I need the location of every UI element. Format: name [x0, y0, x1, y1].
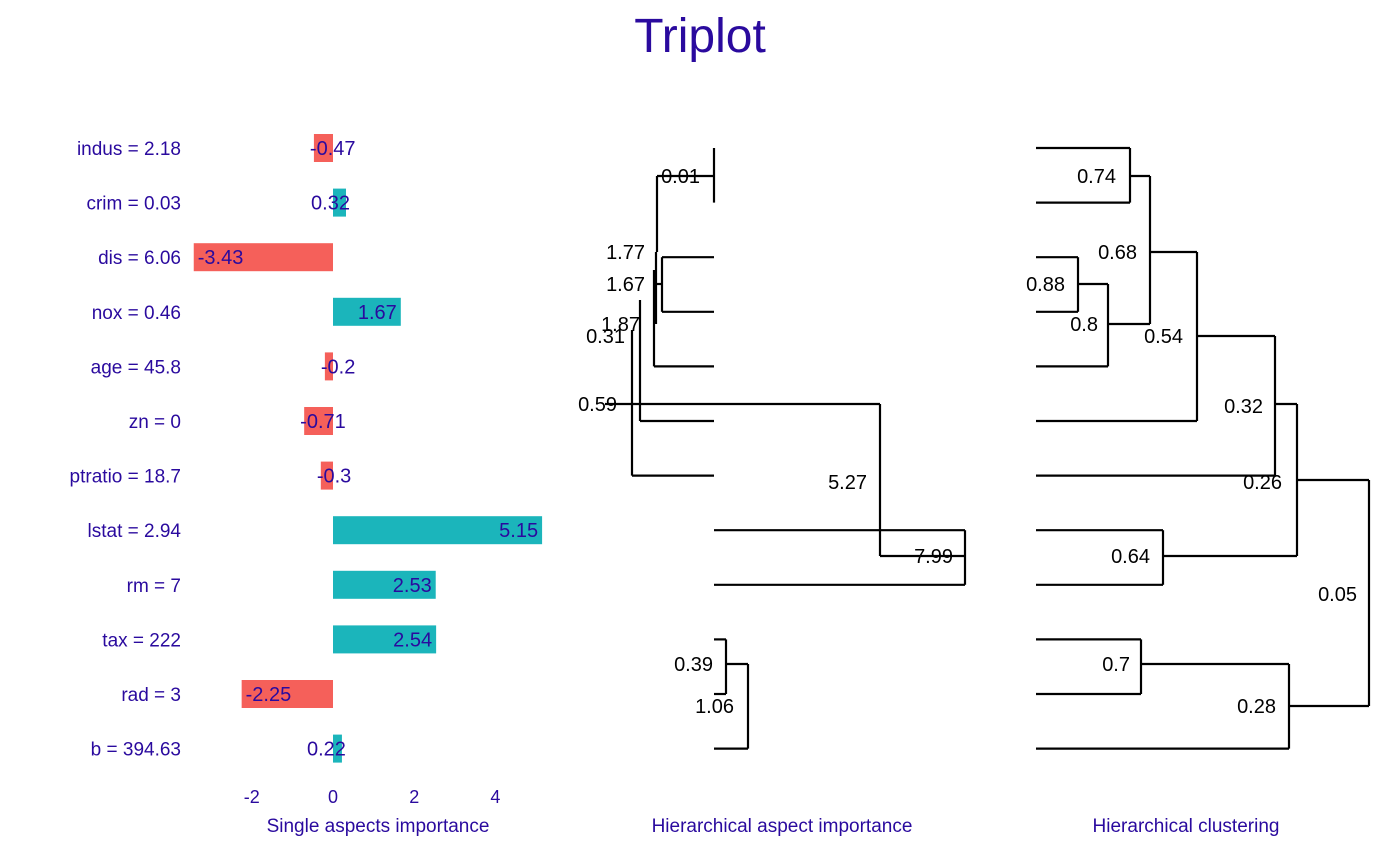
bar-value-label: 0.32 [311, 193, 350, 215]
merge-height-label: 0.88 [1026, 274, 1065, 296]
x-tick-label: 0 [328, 787, 338, 807]
bar [333, 297, 401, 326]
category-label: age = 45.8 [91, 357, 181, 378]
category-label: rm = 7 [127, 576, 181, 597]
bar-value-label: -2.25 [246, 684, 292, 706]
bar-value-label: 5.15 [499, 520, 538, 542]
bar-value-label: 2.54 [393, 629, 432, 651]
hierarchical-aspect-panel: 0.01 1.77 1.67 1.870.31 0.59 5.27 7.99 0.39 1.06… [578, 120, 970, 837]
single-aspects-panel: indus = 2.18 -0.47 crim = 0.03 0.32 dis = 6.… [70, 134, 543, 837]
merge-height-label: 0.01 [661, 166, 700, 188]
bar [333, 734, 342, 763]
category-label: indus = 2.18 [77, 139, 181, 160]
x-axis-title: Hierarchical aspect importance [652, 816, 913, 837]
category-label: b = 394.63 [91, 740, 181, 761]
merge-height-label: 1.77 [606, 242, 645, 264]
merge-height-label: 0.26 [1243, 472, 1282, 494]
category-label: tax = 222 [102, 630, 181, 651]
chart-title: Triplot [634, 10, 766, 63]
bar [333, 570, 436, 599]
category-label: nox = 0.46 [92, 303, 181, 324]
bar-value-label: -3.43 [198, 247, 244, 269]
bar [193, 243, 333, 272]
bar [324, 352, 333, 381]
merge-height-label: 0.31 [586, 326, 625, 348]
merge-height-label: 0.54 [1144, 326, 1183, 348]
merge-height-label: 1.06 [695, 696, 734, 718]
merge-height-label: 0.05 [1318, 584, 1357, 606]
merge-height-label: 1.87 [601, 314, 640, 336]
bar [333, 516, 543, 545]
bar-value-label: 0.22 [307, 739, 346, 761]
merge-height-label: 0.74 [1077, 166, 1116, 188]
x-tick-label: 2 [409, 787, 419, 807]
hierarchical-clustering-panel: 0.74 0.880.8 0.68 0.54 0.32 0.64 0.26 0.7 0.28 0.… [1026, 146, 1371, 837]
category-label: crim = 0.03 [86, 194, 181, 215]
plot-area [595, 120, 970, 800]
merge-height-label: 0.8 [1070, 314, 1098, 336]
merge-height-label: 1.67 [606, 274, 645, 296]
bar-value-label: 1.67 [358, 302, 397, 324]
bar-value-label: -0.71 [300, 411, 346, 433]
x-tick-label: -2 [244, 787, 260, 807]
bar [333, 188, 346, 217]
bar-value-label: 2.53 [393, 575, 432, 597]
bar [333, 625, 437, 654]
category-label: ptratio = 18.7 [70, 467, 181, 488]
category-label: zn = 0 [129, 412, 181, 433]
x-axis-title: Single aspects importance [267, 816, 490, 837]
merge-height-label: 7.99 [914, 546, 953, 568]
merge-height-label: 0.68 [1098, 242, 1137, 264]
bar-value-label: -0.3 [317, 466, 351, 488]
merge-height-label: 0.59 [578, 394, 617, 416]
bar-value-label: -0.2 [321, 356, 355, 378]
x-tick-label: 4 [490, 787, 500, 807]
bar-value-label: -0.47 [310, 138, 356, 160]
merge-height-label: 5.27 [828, 472, 867, 494]
category-label: lstat = 2.94 [88, 521, 182, 542]
bar [320, 461, 333, 490]
bar [241, 680, 333, 708]
x-axis-title: Hierarchical clustering [1093, 816, 1280, 837]
merge-height-label: 0.64 [1111, 546, 1150, 568]
merge-height-label: 0.7 [1102, 654, 1130, 676]
bar [304, 407, 333, 435]
merge-height-label: 0.32 [1224, 396, 1263, 418]
merge-height-label: 0.28 [1237, 696, 1276, 718]
category-label: rad = 3 [121, 685, 181, 706]
category-label: dis = 6.06 [98, 248, 181, 269]
bar [313, 134, 333, 162]
merge-height-label: 0.39 [674, 654, 713, 676]
